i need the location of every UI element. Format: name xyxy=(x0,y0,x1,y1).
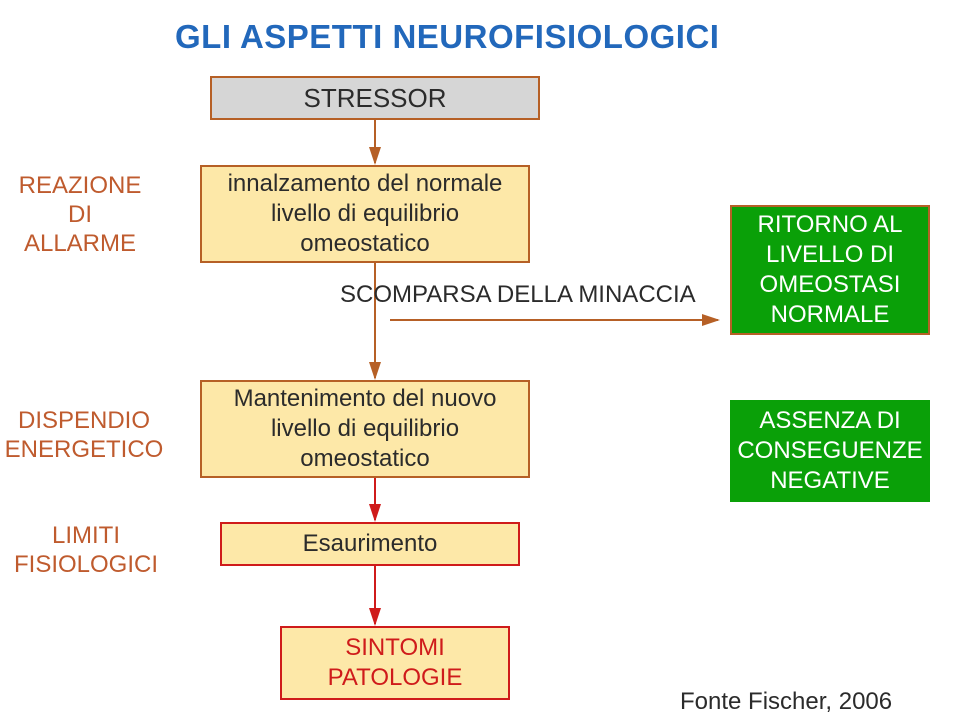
side-label-dispendio: DISPENDIO ENERGETICO xyxy=(0,407,168,465)
text-line: omeostatico xyxy=(300,445,429,472)
text-line: ALLARME xyxy=(24,230,136,257)
text-line: DISPENDIO xyxy=(18,407,150,434)
side-label-limiti: LIMITI FISIOLOGICI xyxy=(6,522,166,580)
text-line: REAZIONE xyxy=(19,172,142,199)
label-scomparsa: SCOMPARSA DELLA MINACCIA xyxy=(340,281,696,309)
page-title: GLI ASPETTI NEUROFISIOLOGICI xyxy=(175,18,719,56)
box-esaurimento: Esaurimento xyxy=(220,522,520,566)
text-line: innalzamento del normale xyxy=(228,170,503,197)
text-line: ENERGETICO xyxy=(5,436,164,463)
text-line: CONSEGUENZE xyxy=(737,437,922,464)
text-line: SINTOMI xyxy=(345,634,445,661)
text-line: omeostatico xyxy=(300,230,429,257)
text-line: FISIOLOGICI xyxy=(14,551,158,578)
text-line: OMEOSTASI xyxy=(760,271,901,298)
text-line: livello di equilibrio xyxy=(271,200,459,227)
text-line: LIVELLO DI xyxy=(766,241,894,268)
box-ritorno: RITORNO AL LIVELLO DI OMEOSTASI NORMALE xyxy=(730,205,930,335)
text-line: NORMALE xyxy=(771,301,890,328)
text-line: LIMITI xyxy=(52,522,120,549)
box-text: Esaurimento xyxy=(303,529,438,559)
box-innalzamento: innalzamento del normale livello di equi… xyxy=(200,165,530,263)
text-line: NEGATIVE xyxy=(770,467,890,494)
source-citation: Fonte Fischer, 2006 xyxy=(680,688,892,716)
text-line: livello di equilibrio xyxy=(271,415,459,442)
text-line: PATOLOGIE xyxy=(328,664,463,691)
box-stressor: STRESSOR xyxy=(210,76,540,120)
side-label-reazione: REAZIONE DI ALLARME xyxy=(10,172,150,258)
text-line: DI xyxy=(68,201,92,228)
outcome-assenza: ASSENZA DI CONSEGUENZE NEGATIVE xyxy=(730,400,930,502)
text-line: Mantenimento del nuovo xyxy=(234,385,497,412)
box-mantenimento: Mantenimento del nuovo livello di equili… xyxy=(200,380,530,478)
box-sintomi: SINTOMI PATOLOGIE xyxy=(280,626,510,700)
box-text: STRESSOR xyxy=(303,82,446,115)
diagram-canvas: GLI ASPETTI NEUROFISIOLOGICI REAZIONE DI… xyxy=(0,0,960,724)
text-line: RITORNO AL xyxy=(758,211,903,238)
text-line: ASSENZA DI xyxy=(759,407,900,434)
